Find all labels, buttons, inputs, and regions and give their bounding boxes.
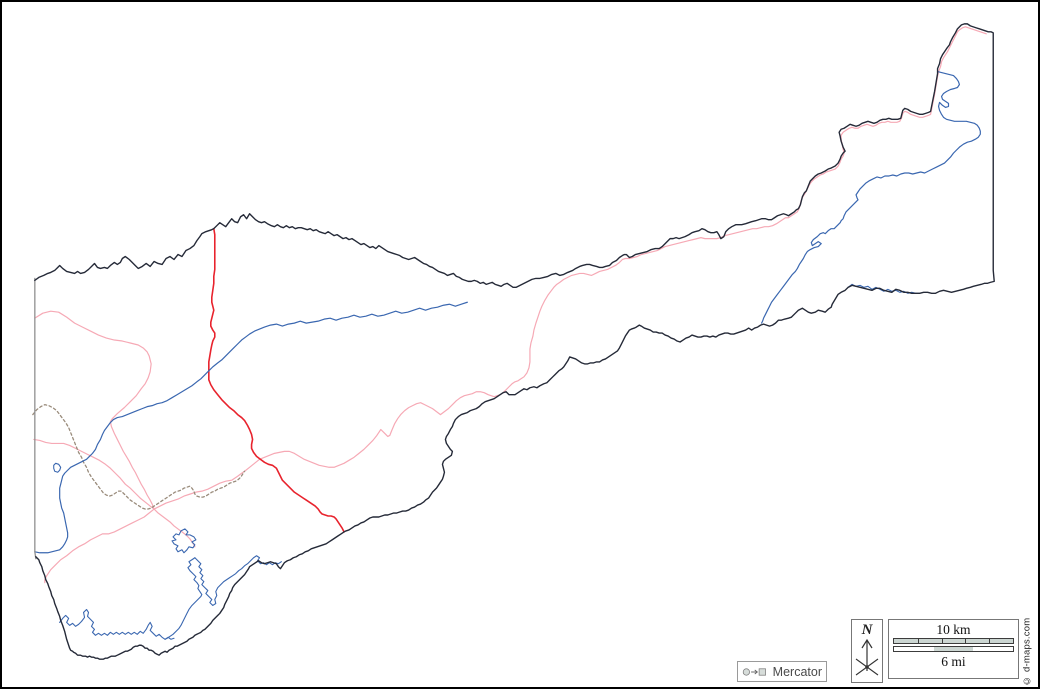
pond-small xyxy=(53,462,62,473)
road-pink-southwest xyxy=(44,508,155,584)
lake-butterfly xyxy=(171,528,197,554)
lake-chain-south xyxy=(59,608,175,640)
projection-label: Mercator xyxy=(772,664,822,679)
scale-tick xyxy=(965,639,967,643)
scale-mi-middle-segment xyxy=(933,647,974,651)
scale-tick xyxy=(917,639,919,643)
lake-wallenpaupack-east xyxy=(194,555,282,607)
north-label: N xyxy=(861,622,873,638)
arrow-head-icon xyxy=(754,669,758,674)
road-pink-north xyxy=(34,310,155,510)
county-west-edge xyxy=(34,277,37,560)
lake-wallenpaupack-arm xyxy=(164,557,203,640)
projection-icon xyxy=(742,667,766,676)
compass-north-icon xyxy=(855,638,879,676)
trail-dotted xyxy=(32,404,246,510)
flat-square-icon xyxy=(758,667,766,676)
scale-tick xyxy=(989,639,991,643)
river-main-body xyxy=(34,301,468,554)
projection-box: Mercator xyxy=(737,661,827,682)
scale-km-label: 10 km xyxy=(936,622,971,637)
river-delaware-strip xyxy=(760,70,981,324)
scale-tick xyxy=(941,639,943,643)
county-boundary xyxy=(34,23,995,660)
road-red-highway xyxy=(208,227,345,533)
road-pink-west xyxy=(33,438,155,510)
scale-box: 10 km 6 mi xyxy=(888,619,1019,679)
copyright-credit: © d-maps.com xyxy=(1021,617,1033,686)
globe-circle-icon xyxy=(742,667,750,676)
scale-mi-bar xyxy=(893,646,1014,652)
river-along-boundary xyxy=(847,283,921,294)
scale-km-bar xyxy=(893,638,1014,644)
compass-box: N xyxy=(851,619,883,683)
road-pink-ne-highway xyxy=(153,26,987,510)
road-pink-southeast xyxy=(153,508,196,548)
scale-mi-label: 6 mi xyxy=(941,654,966,669)
